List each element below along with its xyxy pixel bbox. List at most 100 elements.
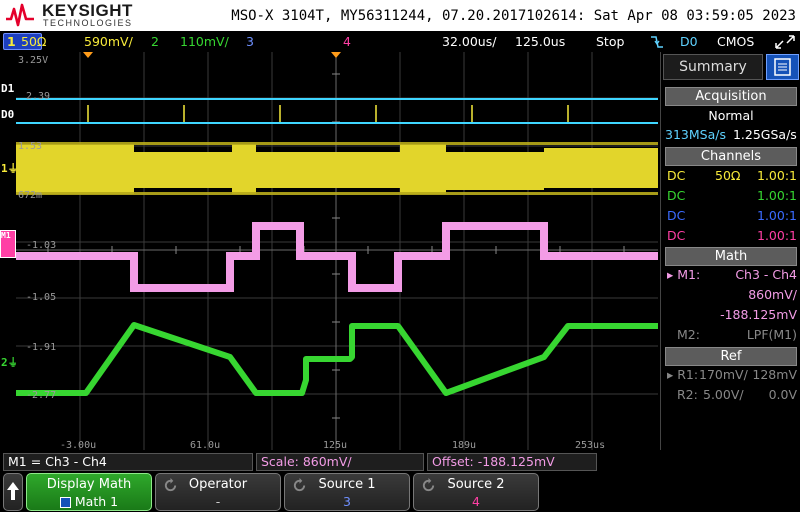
y-label-ch2-low: -2.77 [26,390,56,401]
math-m2-label: M2: [677,327,700,342]
channels-header[interactable]: Channels [665,147,797,166]
status-scale: Scale: 860mV/ [256,453,424,471]
status-bar: M1 = Ch3 - Ch4 Scale: 860mV/ Offset: -18… [0,450,800,472]
softkey-bar: Display Math Math 1 Operator - Source 1 … [0,472,800,512]
math-m2-row: M2: LPF(M1) [665,326,797,344]
ch2-scale[interactable]: 110mV/ [180,34,229,49]
math-m1-label: ▸ M1: [667,267,701,282]
status-offset: Offset: -188.125mV [427,453,597,471]
channel-row-1: DC 50Ω 1.00:1 [665,167,797,185]
timebase-delay[interactable]: 125.0us [515,34,566,49]
ref-r1-row: ▸ R1: 170mV/ 128mV [665,366,797,384]
acquisition-rate-1: 313MSa/s [665,127,726,142]
y-label-m1-low: -1.05 [26,292,56,303]
ref-r1-label: ▸ R1: [667,367,699,382]
timebase-scale[interactable]: 32.00us/ [442,34,497,49]
channel-row-4: DC 1.00:1 [665,227,797,245]
ch2-coupling: DC [667,188,686,203]
m1-trace [16,222,658,292]
tab-list[interactable] [766,54,799,80]
back-button[interactable] [3,473,23,511]
rotate-knob-icon [164,478,177,492]
channel-settings-bar: 1 50Ω 590mV/ 2 110mV/ 3 4 32.00us/ 125.0… [0,31,800,52]
operator-title: Operator [188,477,248,492]
ch1-marker[interactable]: 1⏚ [1,162,19,175]
rotate-knob-icon [293,478,306,492]
d0-marker[interactable]: D0 [1,108,15,121]
center-axes [16,52,658,450]
x-label-4: 253us [575,440,605,450]
ch1-coupling: DC [667,168,686,183]
trigger-position-marker [83,52,93,58]
ch4-probe: 1.00:1 [757,228,797,243]
math-m1-row: ▸ M1: Ch3 - Ch4 [665,266,797,284]
ch1-scale[interactable]: 590mV/ [84,34,133,49]
d1-marker[interactable]: D1 [1,82,15,95]
source2-value: 4 [472,494,480,509]
math-m1-expr: Ch3 - Ch4 [735,267,797,282]
up-arrow-icon [7,482,19,500]
x-label-3: 189u [452,440,476,450]
ch1-select-box[interactable] [3,33,42,50]
acquisition-header[interactable]: Acquisition [665,87,797,106]
source2-softkey[interactable]: Source 2 4 [413,473,539,511]
y-label-ch1: 1.53 [18,141,42,152]
display-math-softkey[interactable]: Display Math Math 1 [26,473,152,511]
time-reference-marker [331,52,341,58]
summary-panel: Summary Acquisition Normal 313MSa/s 1.25… [660,52,800,450]
operator-softkey[interactable]: Operator - [155,473,281,511]
brand-name: KEYSIGHT [42,1,133,20]
ch4-number[interactable]: 4 [343,34,351,49]
title-bar: KEYSIGHT TECHNOLOGIES MSO-X 3104T, MY563… [0,0,800,31]
ref-header[interactable]: Ref [665,347,797,366]
m1-marker[interactable]: M1 [0,230,16,258]
acquisition-rate-2: 1.25GSa/s [732,127,797,142]
y-label-d1: 2.39 [26,91,50,102]
source1-value: 3 [343,494,351,509]
source1-title: Source 1 [318,477,376,492]
ref-r2-scale: 5.00V/ [703,387,744,402]
rotate-knob-icon [422,478,435,492]
y-label-top: 3.25V [18,55,48,66]
display-math-value: Math 1 [27,494,151,509]
falling-edge-trigger-icon [651,36,663,48]
waveform-graticule: 3.25V 2.39 1.53 672m -1.03 -1.05 -1.91 -… [16,52,658,451]
ch3-coupling: DC [667,208,686,223]
ch1-impedance: 50Ω [21,34,47,49]
y-label-ch1-ref: 672m [18,190,42,201]
trigger-level[interactable]: CMOS [717,34,755,49]
keysight-logo-icon [6,3,34,27]
math-m1-offset: -188.125mV [720,307,797,322]
ch1-band-edges [16,142,658,195]
ch3-number[interactable]: 3 [246,34,254,49]
y-label-m1: -1.03 [26,240,56,251]
trigger-source[interactable]: D0 [680,34,698,49]
panel-tabs: Summary [661,52,800,80]
list-icon [774,58,791,76]
ch1-probe: 1.00:1 [757,168,797,183]
ch3-probe: 1.00:1 [757,208,797,223]
ch2-trace [16,322,658,396]
ref-r1-offset: 128mV [752,367,797,382]
ch1-trace [16,144,658,194]
acquisition-rates: 313MSa/s 1.25GSa/s [665,126,797,144]
math-header[interactable]: Math [665,247,797,266]
x-label-1: 61.0u [190,440,220,450]
math-m1-scale: 860mV/ [748,287,797,302]
brand-subtitle: TECHNOLOGIES [43,18,133,28]
run-state: Stop [596,34,625,49]
waveform-display[interactable]: 3.25V 2.39 1.53 672m -1.03 -1.05 -1.91 -… [16,52,658,451]
ch4-coupling: DC [667,228,686,243]
source1-softkey[interactable]: Source 1 3 [284,473,410,511]
checkbox-icon[interactable] [59,497,71,508]
expand-icon[interactable] [774,34,796,50]
ch2-marker[interactable]: 2⏚ [1,356,19,369]
device-info: MSO-X 3104T, MY56311244, 07.20.201710261… [231,8,796,24]
ch2-number[interactable]: 2 [151,34,159,49]
operator-value: - [215,494,221,509]
ch2-probe: 1.00:1 [757,188,797,203]
channel-row-3: DC 1.00:1 [665,207,797,225]
tab-summary[interactable]: Summary [663,54,763,80]
math-m2-expr: LPF(M1) [746,327,797,342]
channel-row-2: DC 1.00:1 [665,187,797,205]
